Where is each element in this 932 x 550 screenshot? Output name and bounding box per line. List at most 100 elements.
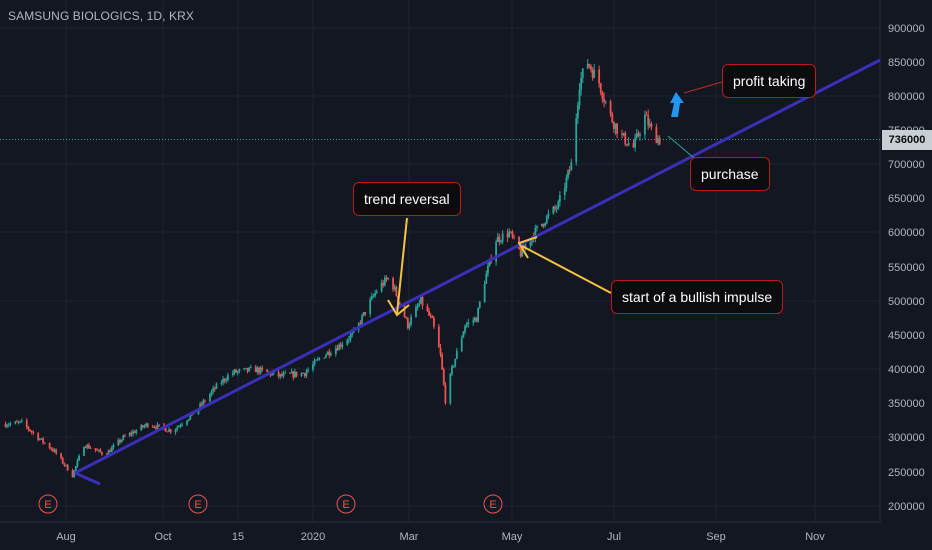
candle-body xyxy=(94,448,97,451)
earnings-marker-1[interactable]: E xyxy=(38,494,58,514)
candle-body xyxy=(101,452,103,455)
candle-body xyxy=(452,365,455,367)
candle-body xyxy=(271,373,273,376)
candle-body xyxy=(472,320,475,323)
candle-body xyxy=(313,360,316,365)
x-tick-label: Nov xyxy=(805,531,825,543)
profit-taking-note[interactable]: profit taking xyxy=(722,64,817,98)
candle-body xyxy=(349,334,352,340)
candle-body xyxy=(256,367,259,373)
candle-body xyxy=(290,371,293,374)
y-tick-label: 500000 xyxy=(888,296,925,308)
candle-body xyxy=(236,371,239,373)
y-axis[interactable]: 900000 850000 800000 750000 700000 65000… xyxy=(888,23,925,513)
candle-body xyxy=(495,241,498,262)
candle-body xyxy=(382,282,385,286)
candle-body xyxy=(372,295,375,297)
candle-body xyxy=(168,429,170,432)
candle-body xyxy=(222,378,224,383)
earnings-marker-3[interactable]: E xyxy=(336,494,356,514)
candle-body xyxy=(348,339,350,341)
y-tick-label: 550000 xyxy=(888,262,925,274)
candle-body xyxy=(227,374,229,381)
y-tick-label: 600000 xyxy=(888,227,925,239)
candle-body xyxy=(439,347,442,355)
candle-body xyxy=(55,449,58,454)
candle-body xyxy=(554,206,556,209)
candle-body xyxy=(164,428,167,432)
candle-body xyxy=(626,144,628,146)
candle-body xyxy=(179,425,182,427)
x-tick-label: Oct xyxy=(154,531,171,543)
candle-body xyxy=(60,453,62,459)
candle-body xyxy=(19,421,22,422)
candle-body xyxy=(588,64,591,67)
candle-body xyxy=(87,444,90,449)
candle-body xyxy=(451,366,453,374)
y-tick-label: 300000 xyxy=(888,432,925,444)
candle-body xyxy=(419,296,422,304)
candle-body xyxy=(498,236,501,242)
candle-body xyxy=(141,425,144,428)
candle-body xyxy=(364,312,367,314)
candle-body xyxy=(119,440,121,443)
candle-body xyxy=(258,367,260,373)
candle-body xyxy=(38,439,41,440)
candle-body xyxy=(591,69,594,78)
candle-body xyxy=(398,302,401,305)
candle-body xyxy=(385,277,388,280)
candle-body xyxy=(658,138,661,145)
candle-body xyxy=(302,372,305,374)
earnings-marker-4[interactable]: E xyxy=(483,494,503,514)
candle-body xyxy=(576,105,579,119)
candle-body xyxy=(181,424,184,426)
earnings-marker-2[interactable]: E xyxy=(188,494,208,514)
candle-body xyxy=(282,373,285,377)
purchase-note[interactable]: purchase xyxy=(690,157,770,191)
candle-body xyxy=(477,307,480,322)
candle-body xyxy=(421,296,424,306)
candle-body xyxy=(209,394,211,402)
candle-body xyxy=(599,83,602,93)
candle-body xyxy=(155,427,157,429)
candle-body xyxy=(325,354,327,358)
candle-body xyxy=(464,326,466,333)
candle-body xyxy=(455,350,458,359)
candle-body xyxy=(410,317,412,325)
candle-body xyxy=(540,223,543,227)
candle-body xyxy=(418,303,421,307)
candle-body xyxy=(96,450,98,451)
candle-body xyxy=(581,68,584,78)
candle-body xyxy=(66,464,69,471)
y-tick-label: 850000 xyxy=(888,57,925,69)
candle-body xyxy=(246,367,249,372)
candle-body xyxy=(521,246,524,257)
candle-body xyxy=(590,66,592,70)
candle-body xyxy=(4,424,7,427)
candle-body xyxy=(369,299,372,314)
candle-body xyxy=(351,332,354,335)
candle-body xyxy=(174,429,177,433)
x-axis[interactable]: Aug Oct 15 2020 Mar May Jul Sep Nov xyxy=(56,531,825,543)
trendline[interactable] xyxy=(74,58,881,475)
candle-body xyxy=(30,431,33,433)
candle-body xyxy=(328,351,331,356)
candle-body xyxy=(611,114,614,123)
candle-body xyxy=(189,415,192,420)
candle-body xyxy=(441,354,444,370)
candle-body xyxy=(307,369,309,372)
candle-body xyxy=(186,420,188,425)
candle-body xyxy=(210,391,213,395)
candle-body xyxy=(593,69,596,78)
candle-body xyxy=(361,315,363,325)
candle-body xyxy=(393,287,396,290)
x-tick-label: May xyxy=(502,531,523,543)
candle-body xyxy=(557,201,560,209)
candle-body xyxy=(135,430,138,433)
candle-body xyxy=(303,373,306,376)
candle-body xyxy=(130,432,133,435)
trend-reversal-note[interactable]: trend reversal xyxy=(353,182,461,216)
bullish-impulse-note[interactable]: start of a bullish impulse xyxy=(611,280,784,314)
candle-body xyxy=(156,424,159,429)
